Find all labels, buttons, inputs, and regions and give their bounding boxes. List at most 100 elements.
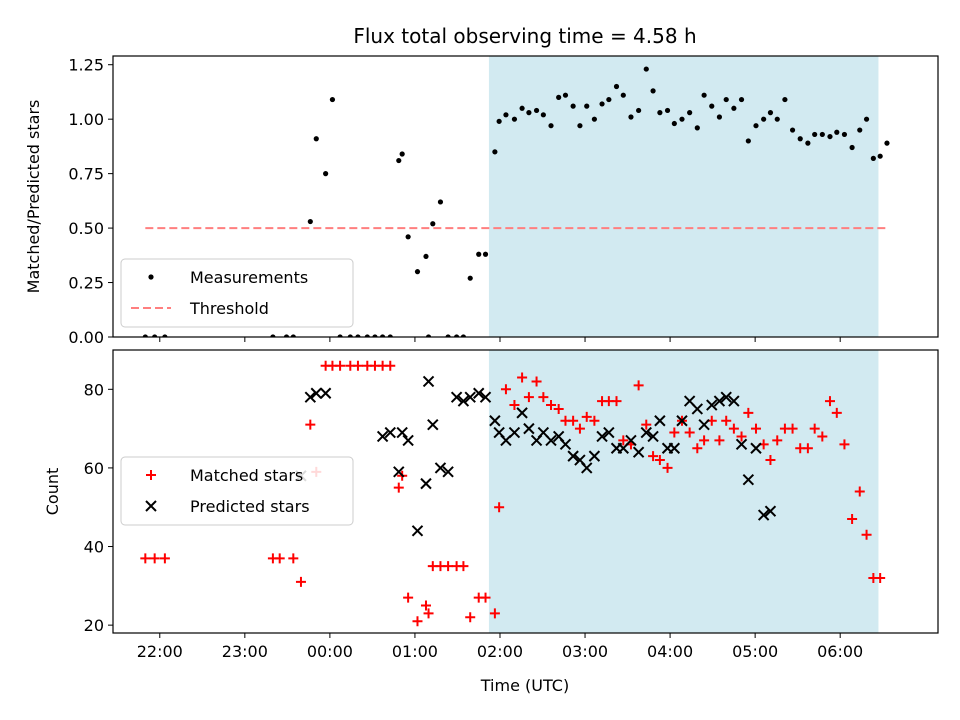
matched-star-point xyxy=(750,423,761,434)
measurement-point xyxy=(562,92,569,98)
measurement-point xyxy=(519,105,525,111)
legend-marker-plus xyxy=(146,470,156,480)
matched-star-point xyxy=(633,380,644,391)
measurement-point xyxy=(355,334,361,337)
predicted-star-point xyxy=(757,509,770,521)
x-tick-label: 00:00 xyxy=(307,642,353,661)
measurement-point xyxy=(364,334,370,337)
measurement-point xyxy=(329,96,336,103)
matched-star-point xyxy=(274,553,285,564)
legend-marker-dot xyxy=(148,274,154,280)
predicted-star-point xyxy=(764,505,777,517)
predicted-star-point xyxy=(545,434,557,447)
legend-box xyxy=(120,258,354,328)
predicted-star-point xyxy=(603,426,615,439)
measurement-point xyxy=(716,114,723,120)
predicted-star-point xyxy=(750,442,762,454)
matched-star-point xyxy=(817,431,828,442)
matched-star-point xyxy=(809,423,820,434)
measurement-point xyxy=(694,125,700,131)
measurement-point xyxy=(679,116,685,122)
x-tick-label: 05:00 xyxy=(732,642,778,661)
measurement-point xyxy=(664,107,671,114)
y-tick-label: 20 xyxy=(84,616,104,635)
measurement-point xyxy=(577,123,583,129)
y-tick-label: 80 xyxy=(84,380,104,399)
measurement-point xyxy=(812,131,818,138)
y-tick-label: 0.75 xyxy=(68,165,104,184)
y-tick-label: 0.50 xyxy=(68,219,104,238)
measurement-point xyxy=(313,136,319,142)
measurement-point xyxy=(877,153,883,159)
measurement-point xyxy=(548,123,554,129)
predicted-star-point xyxy=(489,415,501,427)
measurement-point xyxy=(347,334,353,337)
measurement-point xyxy=(687,110,693,116)
observing-window-shade xyxy=(488,350,879,633)
measurement-point xyxy=(430,221,436,227)
measurement-point xyxy=(337,334,343,337)
matched-star-point xyxy=(684,427,695,438)
measurement-point xyxy=(774,116,780,122)
measurement-point xyxy=(657,110,663,116)
matched-star-point xyxy=(669,427,680,438)
predicted-star-point xyxy=(422,375,435,388)
matched-star-point xyxy=(802,443,813,454)
predicted-star-point xyxy=(384,426,396,439)
chart-title: Flux total observing time = 4.58 h xyxy=(353,24,696,48)
observing-window-shade xyxy=(488,56,879,337)
measurement-point xyxy=(526,110,532,116)
matched-star-point xyxy=(420,600,431,611)
measurement-point xyxy=(323,171,329,177)
legend-entry-label: Threshold xyxy=(189,299,269,318)
measurement-point xyxy=(643,66,649,72)
predicted-star-point xyxy=(668,442,681,454)
matched-star-point xyxy=(831,407,842,418)
measurement-point xyxy=(445,334,451,337)
bottom-panel: 20 40 60 80 22:00 23:00 00:00 01:00 02:00 03:00 04… xyxy=(43,349,939,661)
matched-star-point xyxy=(728,423,739,434)
measurement-point xyxy=(731,105,737,111)
predicted-star-point xyxy=(720,391,732,403)
measurement-point xyxy=(819,131,825,138)
measurement-point xyxy=(863,116,870,122)
predicted-star-point xyxy=(396,426,408,439)
predicted-star-point xyxy=(420,477,432,490)
predicted-star-point xyxy=(632,446,645,458)
predicted-star-point xyxy=(450,391,463,403)
measurement-point xyxy=(396,157,402,164)
matched-star-point xyxy=(765,455,776,466)
measurement-point xyxy=(437,199,444,205)
legend-marker-x xyxy=(145,500,157,512)
legend-entry-label: Measurements xyxy=(190,268,308,287)
predicted-star-point xyxy=(457,395,470,407)
predicted-star-point xyxy=(393,466,405,478)
matched-star-point xyxy=(458,561,469,572)
x-tick-label: 22:00 xyxy=(137,642,183,661)
measurement-point xyxy=(482,251,489,257)
matched-star-point xyxy=(480,592,491,603)
measurement-point xyxy=(405,234,411,240)
matched-star-point xyxy=(500,384,511,395)
measurement-point xyxy=(492,149,498,155)
panel-frame xyxy=(112,55,939,338)
matched-star-point xyxy=(531,376,542,387)
measurement-point xyxy=(283,334,290,337)
matched-star-point xyxy=(736,431,747,442)
predicted-star-point xyxy=(647,430,659,443)
measurement-point xyxy=(142,334,148,337)
measurement-point xyxy=(709,103,715,109)
matched-star-point xyxy=(743,407,754,418)
predicted-star-point xyxy=(706,399,718,411)
measurement-point xyxy=(307,218,313,225)
measurement-point xyxy=(380,334,386,337)
measurement-point xyxy=(290,334,296,337)
predicted-star-point xyxy=(442,466,454,478)
matched-star-point xyxy=(352,360,363,371)
y-axis-label: Count xyxy=(43,468,62,516)
y-tick-label: 0.25 xyxy=(68,274,104,293)
measurement-point xyxy=(467,275,473,281)
y-tick-label: 1.00 xyxy=(68,110,104,129)
measurement-point xyxy=(540,112,546,118)
matched-star-point xyxy=(423,608,434,619)
